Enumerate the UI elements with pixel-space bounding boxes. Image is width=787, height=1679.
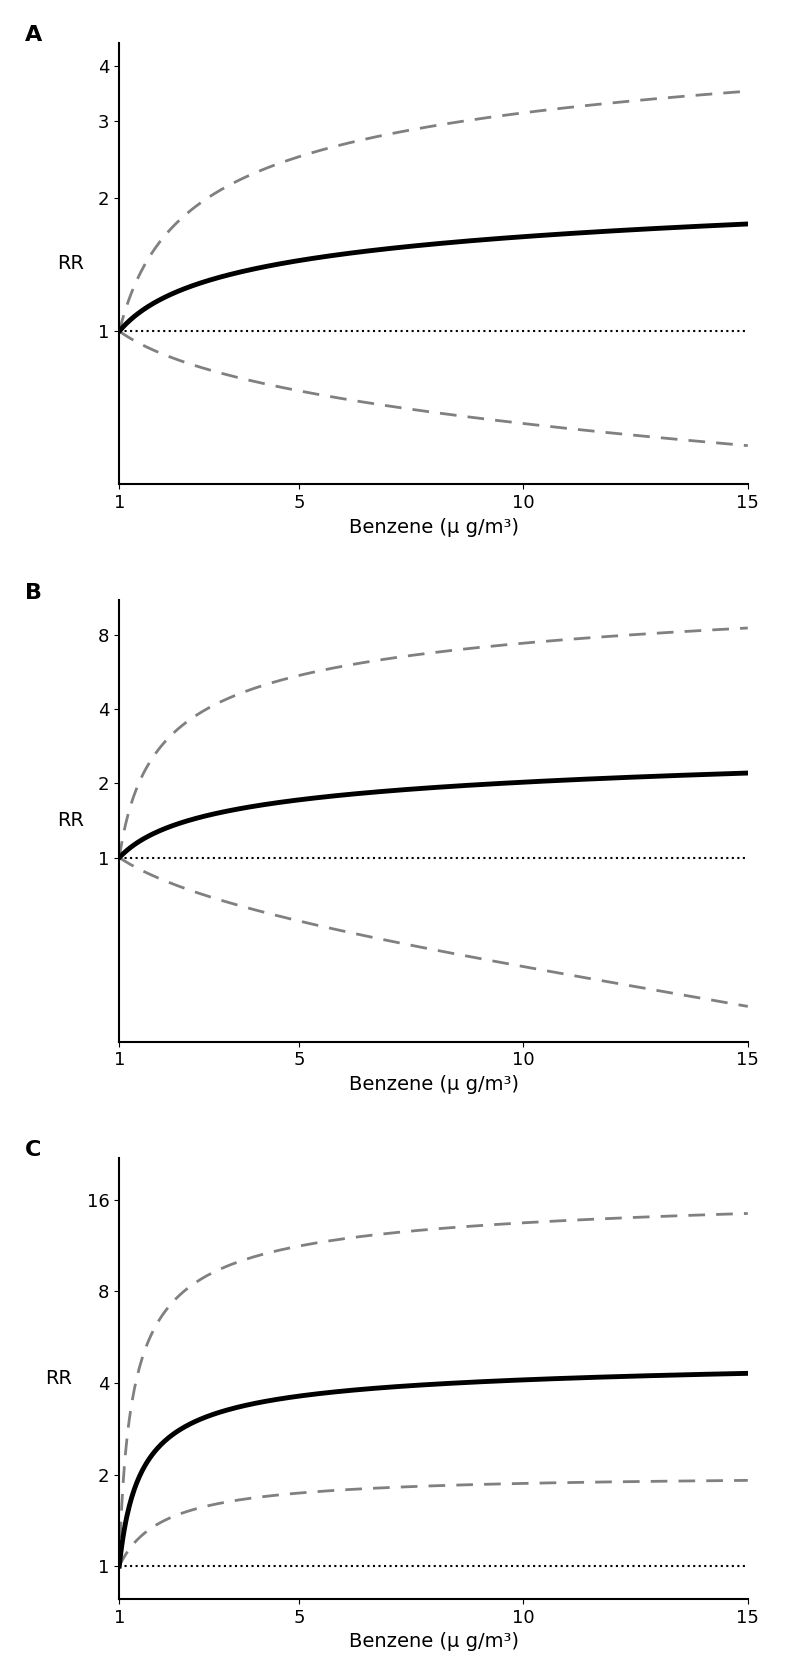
X-axis label: Benzene (μ g/m³): Benzene (μ g/m³) [349, 517, 519, 537]
X-axis label: Benzene (μ g/m³): Benzene (μ g/m³) [349, 1075, 519, 1095]
Text: A: A [25, 25, 42, 45]
Text: B: B [25, 583, 42, 603]
Y-axis label: RR: RR [57, 254, 83, 274]
Text: C: C [25, 1140, 42, 1160]
Y-axis label: RR: RR [57, 811, 83, 831]
X-axis label: Benzene (μ g/m³): Benzene (μ g/m³) [349, 1632, 519, 1650]
Y-axis label: RR: RR [46, 1368, 72, 1389]
